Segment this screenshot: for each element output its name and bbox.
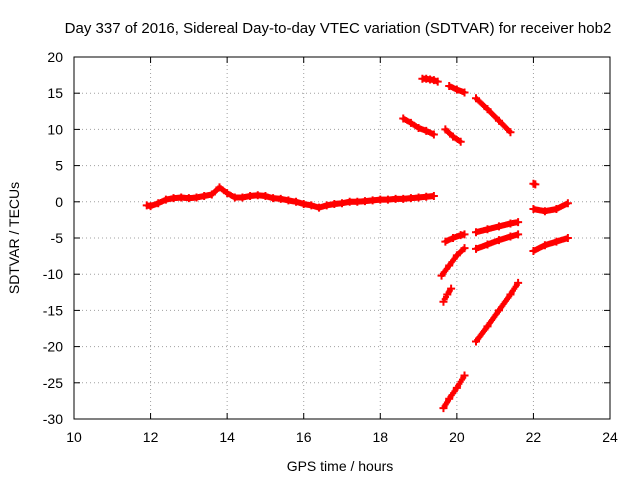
plot-area-frame <box>73 56 611 420</box>
x-tick-label: 14 <box>219 429 235 445</box>
grid-lines <box>74 57 610 419</box>
chart-title: Day 337 of 2016, Sidereal Day-to-day VTE… <box>65 20 612 37</box>
x-axis-label: GPS time / hours <box>287 458 394 474</box>
data-point <box>460 371 469 380</box>
y-tick-label: -15 <box>43 302 63 318</box>
y-tick-label: -5 <box>51 230 64 246</box>
x-tick-label: 18 <box>372 429 388 445</box>
y-axis-ticks: 20 15 10 5 0 -5 -10 -15 -20 -25 -30 <box>43 49 610 427</box>
x-tick-label: 22 <box>526 429 542 445</box>
x-tick-label: 20 <box>449 429 465 445</box>
y-tick-label: 20 <box>47 49 63 65</box>
x-tick-label: 16 <box>296 429 312 445</box>
y-tick-label: -30 <box>43 411 63 427</box>
data-point <box>563 199 572 208</box>
x-tick-label: 10 <box>66 429 82 445</box>
data-point <box>433 77 442 86</box>
data-point <box>456 137 465 146</box>
data-point <box>514 218 523 227</box>
y-tick-label: -20 <box>43 339 63 355</box>
y-tick-label: -10 <box>43 266 63 282</box>
data-point <box>514 230 523 239</box>
data-point <box>460 88 469 97</box>
x-axis-ticks: 10 12 14 16 18 20 22 24 <box>66 57 618 445</box>
data-point <box>514 278 523 287</box>
data-point <box>460 244 469 253</box>
y-axis-label: SDTVAR / TECUs <box>6 182 22 294</box>
data-point <box>563 234 572 242</box>
data-point <box>460 230 469 239</box>
y-tick-label: 0 <box>55 194 63 210</box>
data-point <box>447 284 456 293</box>
data-point <box>429 192 438 201</box>
y-tick-label: 15 <box>47 85 63 101</box>
x-tick-label: 24 <box>602 429 618 445</box>
y-tick-label: 5 <box>55 158 63 174</box>
y-tick-label: -25 <box>43 375 63 391</box>
data-points <box>142 74 572 413</box>
y-tick-label: 10 <box>47 121 63 137</box>
data-point <box>531 180 540 189</box>
data-point <box>429 130 438 139</box>
data-point <box>506 128 515 137</box>
x-tick-label: 12 <box>143 429 159 445</box>
